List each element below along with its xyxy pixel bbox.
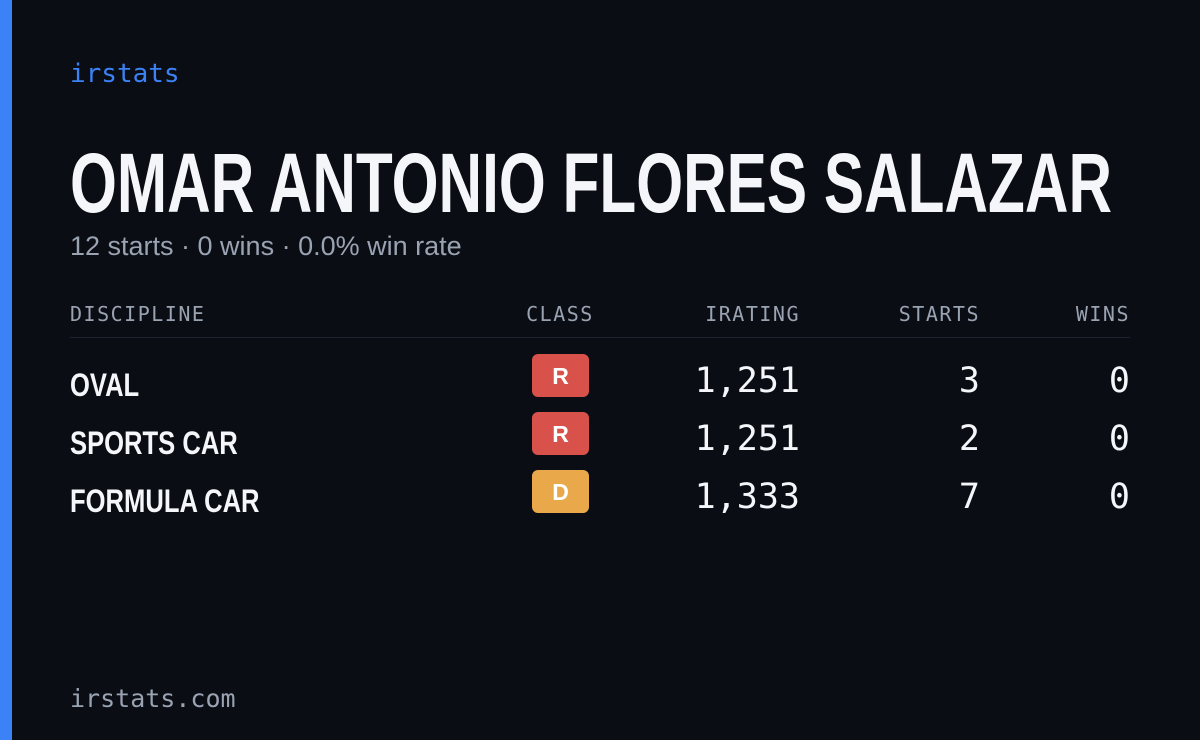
irating: 1,333 bbox=[695, 477, 800, 517]
class-badge bbox=[532, 354, 589, 397]
class-letter: R bbox=[552, 421, 569, 447]
column-header: WINS bbox=[1076, 302, 1130, 326]
discipline: SPORTS CAR bbox=[70, 426, 238, 461]
class-badge bbox=[532, 412, 589, 455]
irating: 1,251 bbox=[695, 419, 800, 459]
starts: 3 bbox=[959, 361, 980, 401]
class-letter: R bbox=[552, 363, 569, 389]
footer: irstats.com bbox=[70, 684, 236, 713]
column-header: IRATING bbox=[705, 302, 800, 326]
column-header: CLASS bbox=[526, 302, 594, 326]
column-header: DISCIPLINE bbox=[70, 302, 205, 326]
wins: 0 bbox=[1109, 419, 1130, 459]
discipline: FORMULA CAR bbox=[70, 484, 260, 519]
class-letter: D bbox=[552, 479, 569, 505]
class-badge bbox=[532, 470, 589, 513]
driver-summary: 12 starts · 0 wins · 0.0% win rate bbox=[70, 231, 462, 261]
driver-name: OMAR ANTONIO FLORES SALAZAR bbox=[70, 136, 1112, 230]
wins: 0 bbox=[1109, 477, 1130, 517]
discipline: OVAL bbox=[70, 368, 139, 403]
column-header: STARTS bbox=[899, 302, 980, 326]
starts: 7 bbox=[959, 477, 980, 517]
brand: irstats bbox=[70, 59, 180, 89]
starts: 2 bbox=[959, 419, 980, 459]
wins: 0 bbox=[1109, 361, 1130, 401]
irating: 1,251 bbox=[695, 361, 800, 401]
accent-bar bbox=[0, 0, 12, 740]
